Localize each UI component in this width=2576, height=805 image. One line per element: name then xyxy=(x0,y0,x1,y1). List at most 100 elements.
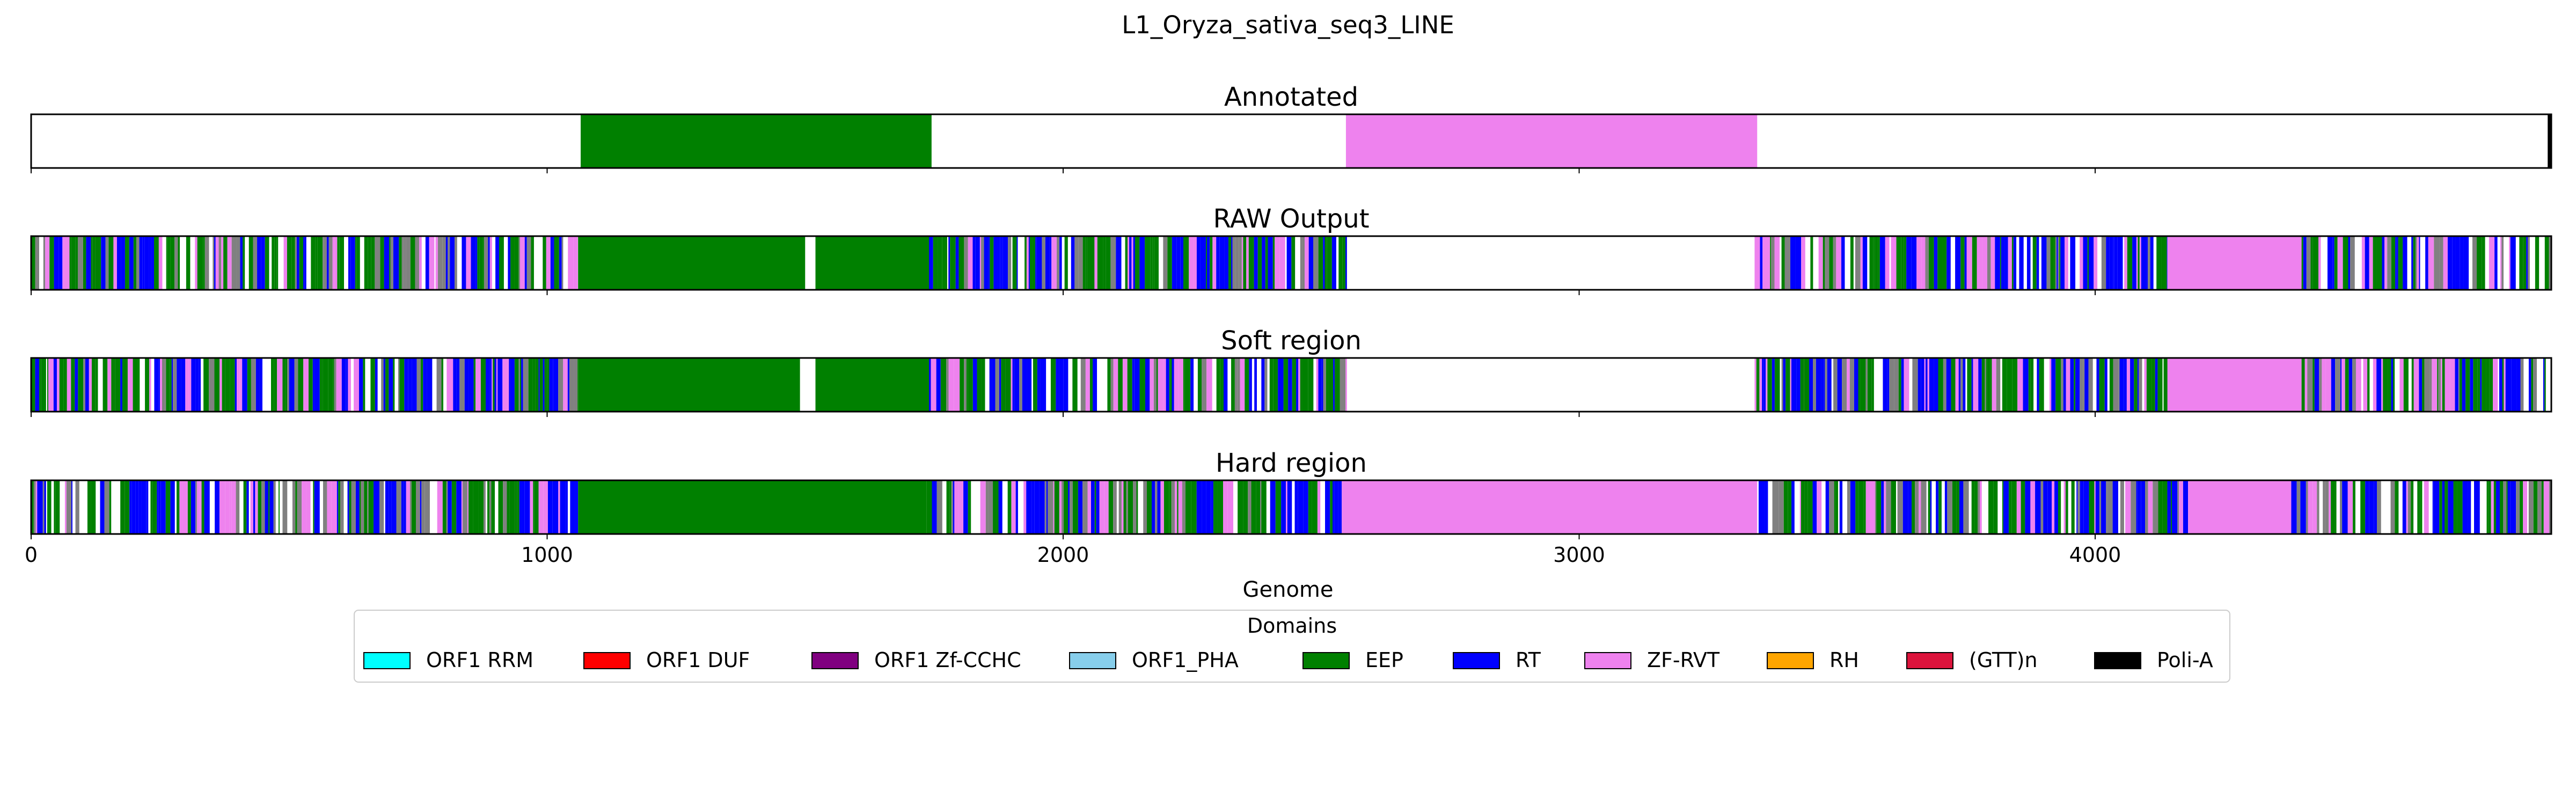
mixed-domain-stripe xyxy=(1196,480,1202,534)
mixed-domain-stripe xyxy=(1800,358,1804,412)
mixed-domain-stripe xyxy=(2342,480,2348,534)
mixed-domain-stripe xyxy=(351,480,356,534)
legend-entry: ORF1 Zf-CCHC xyxy=(811,648,1021,672)
mixed-domain-stripe xyxy=(427,358,433,412)
chart-title: L1_Oryza_sativa_seq3_LINE xyxy=(1122,11,1454,39)
mixed-domain-stripe xyxy=(2523,236,2527,290)
mixed-domain-stripe xyxy=(348,236,351,290)
mixed-domain-stripe xyxy=(1330,480,1333,534)
panel-title: Hard region xyxy=(1216,448,1367,478)
mixed-domain-stripe xyxy=(337,236,340,290)
mixed-domain-stripe xyxy=(2109,358,2113,412)
mixed-domain-stripe xyxy=(1220,358,1224,412)
mixed-domain-stripe xyxy=(938,236,942,290)
mixed-domain-stripe xyxy=(2361,236,2365,290)
mixed-domain-stripe xyxy=(177,358,181,412)
mixed-domain-stripe xyxy=(311,236,316,290)
mixed-domain-stripe xyxy=(113,236,117,290)
mixed-domain-stripe xyxy=(146,480,149,534)
mixed-domain-stripe xyxy=(2437,358,2439,412)
mixed-domain-stripe xyxy=(977,358,982,412)
mixed-domain-stripe xyxy=(1238,480,1243,534)
mixed-domain-stripe xyxy=(2080,480,2084,534)
x-tick-label: 0 xyxy=(25,543,38,567)
mixed-domain-stripe xyxy=(1234,358,1238,412)
mixed-domain-stripe xyxy=(2509,236,2511,290)
mixed-domain-stripe xyxy=(990,236,994,290)
mixed-domain-stripe xyxy=(291,236,295,290)
mixed-domain-stripe xyxy=(1990,358,1992,412)
mixed-domain-stripe xyxy=(1237,358,1240,412)
mixed-domain-stripe xyxy=(336,358,342,412)
mixed-domain-stripe xyxy=(214,358,220,412)
mixed-domain-stripe xyxy=(1023,480,1027,534)
mixed-domain-stripe xyxy=(2385,236,2388,290)
mixed-domain-stripe xyxy=(277,358,283,412)
mixed-domain-stripe xyxy=(2136,480,2138,534)
legend-entry: ORF1 DUF xyxy=(583,648,750,672)
mixed-domain-stripe xyxy=(75,480,79,534)
mixed-domain-stripe xyxy=(33,480,36,534)
mixed-domain-stripe xyxy=(393,236,399,290)
mixed-domain-stripe xyxy=(2077,480,2080,534)
mixed-domain-stripe xyxy=(2507,480,2511,534)
mixed-domain-stripe xyxy=(1042,236,1045,290)
mixed-domain-stripe xyxy=(296,236,299,290)
mixed-domain-stripe xyxy=(169,358,171,412)
mixed-domain-stripe xyxy=(447,358,449,412)
mixed-domain-stripe xyxy=(292,480,296,534)
mixed-domain-stripe xyxy=(437,236,443,290)
mixed-domain-stripe xyxy=(1873,236,1875,290)
mixed-domain-stripe xyxy=(2347,480,2353,534)
mixed-domain-stripe xyxy=(2001,236,2005,290)
mixed-domain-stripe xyxy=(2422,358,2425,412)
mixed-domain-stripe xyxy=(384,236,390,290)
mixed-domain-stripe xyxy=(2332,236,2334,290)
legend-label: ZF-RVT xyxy=(1647,648,1720,672)
mixed-domain-stripe xyxy=(981,236,984,290)
mixed-domain-stripe xyxy=(1801,236,1805,290)
mixed-domain-stripe xyxy=(2120,480,2124,534)
mixed-domain-stripe xyxy=(2089,236,2094,290)
mixed-domain-stripe xyxy=(121,236,125,290)
mixed-domain-stripe xyxy=(532,358,536,412)
mixed-domain-stripe xyxy=(356,236,360,290)
mixed-domain-stripe xyxy=(2445,358,2450,412)
mixed-domain-stripe xyxy=(539,358,543,412)
mixed-domain-stripe xyxy=(2376,358,2382,412)
mixed-domain-stripe xyxy=(955,236,959,290)
mixed-domain-stripe xyxy=(2041,236,2047,290)
mixed-domain-stripe xyxy=(274,236,277,290)
mixed-domain-stripe xyxy=(195,480,197,534)
mixed-domain-stripe xyxy=(1333,480,1335,534)
mixed-domain-stripe xyxy=(475,236,478,290)
mixed-domain-stripe xyxy=(2017,358,2023,412)
mixed-domain-stripe xyxy=(122,358,128,412)
mixed-domain-stripe xyxy=(1855,236,1861,290)
mixed-domain-stripe xyxy=(103,358,108,412)
mixed-domain-stripe xyxy=(996,480,999,534)
mixed-domain-stripe xyxy=(544,358,547,412)
mixed-domain-stripe xyxy=(1194,236,1197,290)
mixed-domain-stripe xyxy=(1823,358,1825,412)
mixed-domain-stripe xyxy=(276,236,279,290)
mixed-domain-stripe xyxy=(1912,480,1915,534)
panel-raw-output: RAW Output xyxy=(30,204,2552,295)
panel-frame xyxy=(30,235,2552,291)
domain-segment-zf-rvt xyxy=(1342,480,1758,534)
mixed-domain-stripe xyxy=(1784,236,1791,290)
mixed-domain-stripe xyxy=(2455,358,2458,412)
mixed-domain-stripe xyxy=(574,358,578,412)
mixed-domain-stripe xyxy=(462,236,466,290)
mixed-domain-stripe xyxy=(499,236,504,290)
mixed-domain-stripe xyxy=(165,358,166,412)
mixed-domain-stripe xyxy=(1821,358,1824,412)
mixed-domain-stripe xyxy=(2462,358,2466,412)
mixed-domain-stripe xyxy=(2388,358,2391,412)
mixed-domain-stripe xyxy=(2163,358,2168,412)
mixed-domain-stripe xyxy=(2450,358,2455,412)
mixed-domain-stripe xyxy=(248,236,253,290)
mixed-domain-stripe xyxy=(2424,358,2430,412)
mixed-domain-stripe xyxy=(1189,236,1194,290)
mixed-domain-stripe xyxy=(258,480,259,534)
